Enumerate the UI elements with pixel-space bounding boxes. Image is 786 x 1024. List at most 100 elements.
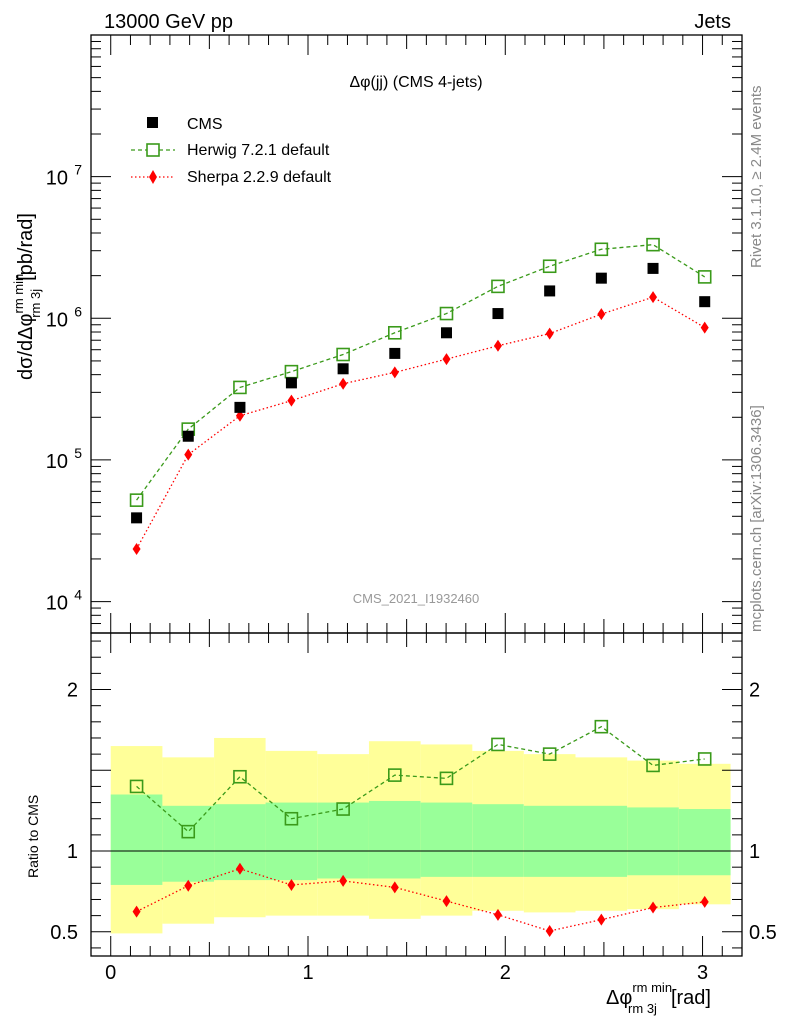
cms-point: [492, 308, 504, 320]
sherpa-ratio-point: [442, 895, 451, 908]
main-title: Δφ(jj) (CMS 4-jets): [349, 74, 482, 91]
sherpa-point: [700, 321, 709, 334]
herwig-point: [594, 242, 609, 257]
herwig-ratio-point: [129, 779, 144, 794]
ratio-uncertainty-bands: [110, 737, 731, 934]
sherpa-ratio-point: [132, 905, 141, 918]
herwig-point: [542, 259, 557, 274]
herwig-ratio-point: [233, 769, 247, 784]
sherpa-ratio-point: [184, 879, 193, 892]
band-inner-bin: [523, 805, 576, 877]
herwig-point: [646, 237, 660, 252]
sherpa-ratio-point: [235, 862, 244, 875]
x-tick-label: 0: [105, 962, 116, 984]
ratio-y-tick-label-left: 0.5: [50, 922, 78, 944]
legend: CMS Herwig 7.2.1 default Sherpa 2.2.9 de…: [131, 116, 332, 186]
herwig-point: [233, 380, 247, 395]
cms-point: [647, 262, 659, 274]
sherpa-point: [649, 291, 658, 304]
herwig-ratio-point: [336, 802, 350, 816]
ratio-y-tick-label-right: 1: [749, 841, 760, 863]
band-inner-bin: [162, 805, 215, 882]
band-inner-bin: [368, 800, 421, 879]
process-label: Jets: [694, 11, 731, 33]
band-inner-bin: [110, 794, 163, 885]
main-y-tick-label: 10 5: [46, 445, 82, 473]
band-inner-bin: [317, 802, 369, 879]
cms-point: [234, 401, 246, 413]
ratio-series-layer: [129, 719, 712, 937]
sherpa-ratio-point: [339, 874, 348, 887]
sherpa-point: [287, 394, 296, 407]
ratio-y-tick-label-right: 2: [749, 680, 760, 702]
sherpa-ratio-point: [649, 901, 658, 914]
herwig-ratio-point: [387, 768, 402, 782]
ratio-y-tick-label-left: 1: [67, 841, 78, 863]
cms-point: [389, 347, 401, 359]
rivet-label: Rivet 3.1.10, ≥ 2.4M events: [748, 86, 765, 269]
sherpa-ratio-point: [545, 924, 554, 937]
sherpa-point: [184, 448, 193, 461]
band-inner-bin: [575, 805, 628, 877]
sherpa-ratio-point: [287, 878, 296, 891]
x-tick-label: 2: [500, 962, 511, 984]
legend-label-sherpa: Sherpa 2.2.9 default: [187, 169, 332, 186]
sherpa-ratio-point: [493, 908, 502, 921]
band-inner-bin: [678, 809, 731, 876]
x-axis-label: Δφrm min rm 3j [rad]: [606, 980, 711, 1016]
ratio-y-tick-label-left: 2: [67, 680, 78, 702]
ratio-y-axis-label: Ratio to CMS: [25, 795, 41, 878]
legend-label-cms: CMS: [187, 116, 223, 133]
herwig-point: [491, 279, 505, 294]
herwig-line: [136, 243, 706, 501]
herwig-ratio-point: [594, 719, 609, 734]
x-tick-label: 1: [302, 962, 313, 984]
sherpa-line: [135, 296, 706, 550]
ratio-y-tick-label-right: 0.5: [749, 922, 777, 944]
band-inner-bin: [472, 804, 524, 877]
main-y-tick-label: 10 7: [46, 162, 82, 190]
herwig-point: [439, 306, 454, 321]
main-y-axis-label: dσ/dΔφrm min rm 3j[pb/rad]: [11, 213, 43, 380]
herwig-ratio-point: [439, 771, 454, 786]
x-tick-label: 3: [697, 962, 708, 984]
legend-marker-herwig: [146, 143, 160, 157]
sherpa-point: [132, 543, 141, 556]
herwig-ratio-point: [491, 737, 505, 752]
band-inner-bin: [627, 807, 679, 876]
herwig-point: [129, 493, 144, 507]
sherpa-point: [545, 327, 554, 340]
main-y-tick-label: 10 6: [46, 303, 82, 331]
band-inner-bin: [265, 802, 318, 881]
herwig-point: [697, 270, 712, 284]
cms-point: [544, 285, 556, 297]
herwig-point: [284, 364, 299, 379]
sherpa-point: [597, 308, 606, 321]
sherpa-point: [442, 353, 451, 366]
herwig-point: [336, 347, 350, 362]
ratio-axis-ticks: 0.5 0.5 1 1 2 2 0 1 2 3: [50, 633, 777, 984]
main-y-tick-label: 10 4: [46, 587, 82, 615]
herwig-ratio-line: [136, 725, 705, 833]
cms-point: [285, 377, 297, 389]
cms-point: [595, 272, 607, 284]
sherpa-ratio-point: [390, 881, 399, 894]
sherpa-point: [339, 377, 348, 390]
legend-label-herwig: Herwig 7.2.1 default: [187, 142, 330, 159]
herwig-point: [387, 325, 402, 340]
cms-point: [182, 430, 194, 442]
cms-point: [440, 327, 452, 339]
cms-point: [337, 363, 349, 375]
beam-label: 13000 GeV pp: [104, 11, 233, 33]
analysis-id: CMS_2021_I1932460: [353, 591, 480, 606]
cms-point: [131, 512, 143, 524]
cms-point: [699, 296, 711, 308]
sherpa-point: [493, 339, 502, 352]
legend-marker-cms: [147, 117, 158, 128]
herwig-ratio-point: [646, 758, 660, 773]
band-inner-bin: [420, 802, 473, 877]
